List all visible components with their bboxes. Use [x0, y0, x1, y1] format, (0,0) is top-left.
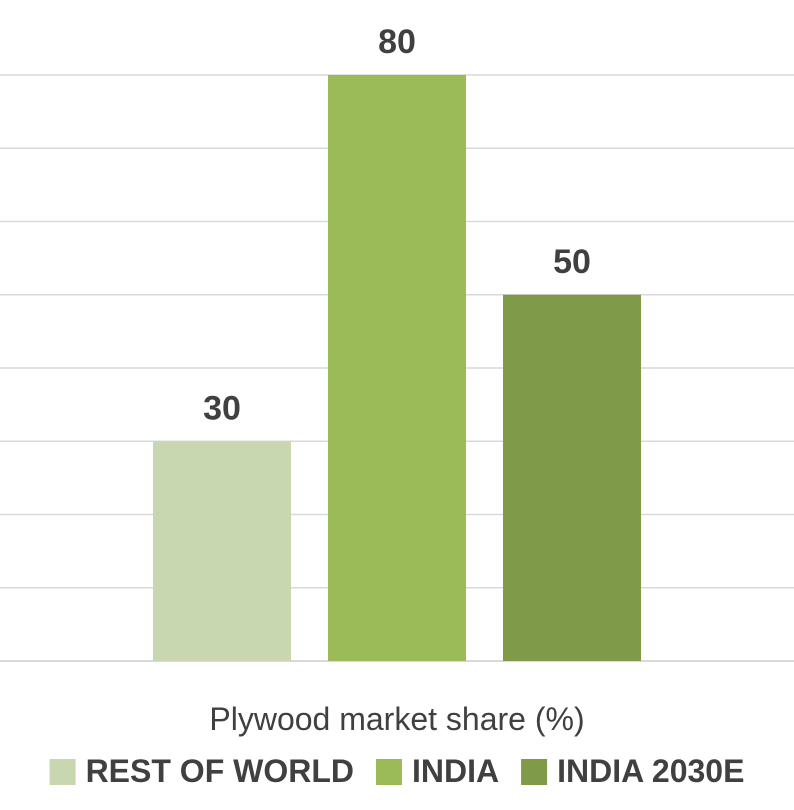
data-label: 30	[203, 389, 241, 427]
bars	[153, 75, 641, 661]
legend-label: INDIA 2030E	[557, 753, 744, 789]
data-label: 80	[378, 23, 416, 61]
legend-label: REST OF WORLD	[86, 753, 354, 789]
bar-india-2030e	[503, 294, 641, 661]
data-labels: 30 80 50	[203, 23, 591, 427]
bar-india	[328, 75, 466, 661]
legend-item: REST OF WORLD	[49, 753, 354, 789]
legend-item: INDIA 2030E	[521, 753, 744, 789]
data-label: 50	[553, 243, 591, 281]
legend-swatch	[49, 759, 76, 785]
bar-rest-of-world	[153, 441, 291, 661]
x-axis-title: Plywood market share (%)	[209, 701, 584, 737]
legend-item: INDIA	[375, 753, 499, 789]
legend: REST OF WORLD INDIA INDIA 2030E	[49, 753, 744, 789]
legend-swatch	[521, 759, 548, 785]
legend-label: INDIA	[412, 753, 499, 789]
legend-swatch	[375, 759, 402, 785]
